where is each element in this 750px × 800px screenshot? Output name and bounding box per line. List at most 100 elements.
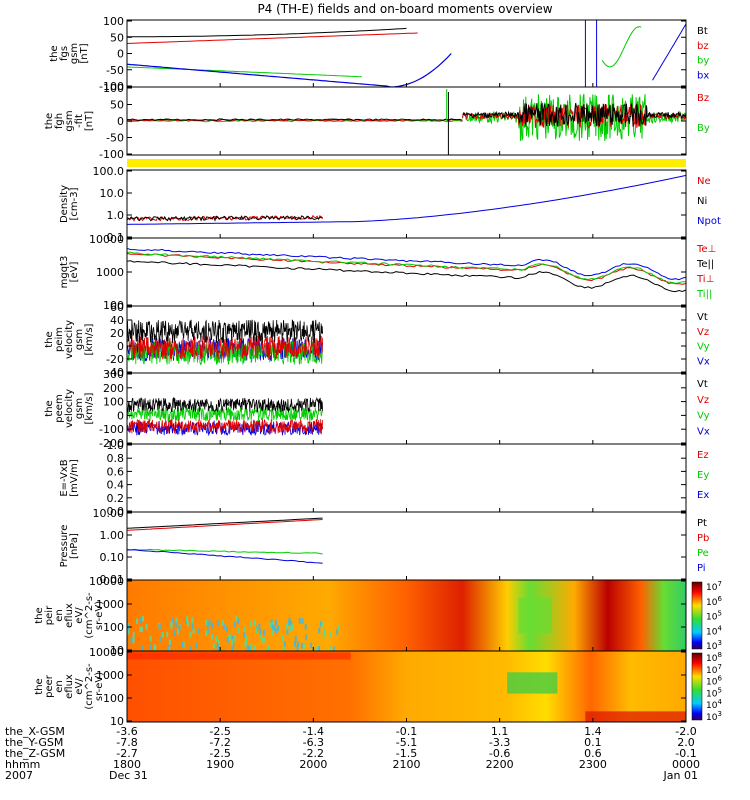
y-axis-label: peir bbox=[44, 605, 55, 625]
y-tick-label: -20 bbox=[106, 353, 124, 366]
y-axis-label: en bbox=[54, 609, 65, 622]
x-tick-label: -2.5 bbox=[209, 725, 230, 738]
legend-entry: Ni bbox=[697, 196, 707, 207]
series-black bbox=[127, 396, 323, 413]
x-tick-label: -2.7 bbox=[116, 747, 137, 760]
legend-entry: Vx bbox=[697, 426, 710, 437]
panel-data bbox=[127, 580, 686, 651]
x-tick-label: -7.8 bbox=[116, 736, 137, 749]
y-axis-label: [nT] bbox=[84, 111, 95, 131]
y-tick-label: 0.8 bbox=[107, 452, 125, 465]
series-red bbox=[127, 252, 686, 285]
x-tick-label: -7.2 bbox=[209, 736, 230, 749]
legend-entry: Ne bbox=[697, 176, 711, 187]
y-tick-label: 10.0 bbox=[100, 187, 125, 200]
legend-entry: Npot bbox=[697, 216, 721, 227]
legend-entry: Vt bbox=[697, 379, 708, 390]
x-tick-label: -3.3 bbox=[489, 736, 510, 749]
series-pb bbox=[127, 519, 323, 531]
x-tick-label: 2300 bbox=[579, 758, 607, 771]
x-tick-label: -0.6 bbox=[489, 747, 510, 760]
legend-entry: Vy bbox=[697, 411, 710, 422]
series-by bbox=[601, 26, 642, 68]
y-tick-label: -100 bbox=[99, 80, 124, 93]
x-tick-label: -0.1 bbox=[396, 725, 417, 738]
y-axis-label: the bbox=[49, 45, 60, 61]
legend-entry: Te⊥ bbox=[696, 244, 716, 255]
series-npot bbox=[127, 174, 686, 225]
panel-data bbox=[127, 89, 686, 155]
y-tick-label: 0.4 bbox=[107, 479, 125, 492]
y-tick-label: 100 bbox=[103, 15, 124, 28]
panel-temp: 10000 1000 100 mgqt3 [eV] Te⊥ Te|| Ti⊥ Ti|| bbox=[59, 233, 716, 312]
panel-peer: 10000 1000 100 10 the peer en eflux eV/(cm^2-s-s… bbox=[34, 646, 687, 728]
y-tick-label: 100.0 bbox=[93, 165, 125, 178]
x-axis-row-label: the_Y-GSM bbox=[5, 736, 63, 749]
legend-entry: Pi bbox=[697, 563, 706, 574]
colorbar-tick-label: 103 bbox=[706, 710, 722, 723]
x-date-label: Dec 31 bbox=[109, 769, 148, 782]
series-bx bbox=[652, 23, 686, 81]
series-green bbox=[127, 406, 323, 423]
y-axis-label: gsm bbox=[74, 398, 85, 419]
x-tick-label: 2100 bbox=[393, 758, 421, 771]
y-tick-label: 100 bbox=[103, 692, 124, 705]
y-axis-label: [cm-3] bbox=[69, 187, 80, 220]
y-tick-label: 0.0 bbox=[107, 505, 125, 518]
legend-entry: bx bbox=[697, 70, 709, 81]
legend-entry: Bt bbox=[697, 26, 708, 37]
y-axis-label: en bbox=[54, 680, 65, 693]
x-tick-label: 2200 bbox=[486, 758, 514, 771]
series-bx bbox=[127, 53, 452, 87]
y-tick-label: 1000 bbox=[96, 669, 124, 682]
x-tick-label: 0000 bbox=[672, 758, 700, 771]
panel-data bbox=[127, 651, 686, 722]
x-date-label: Jan 01 bbox=[663, 769, 698, 782]
series-pi bbox=[127, 549, 323, 564]
panel-data bbox=[127, 248, 686, 293]
y-axis-label: mgqt3 bbox=[59, 256, 70, 289]
y-axis-label: [eV] bbox=[69, 262, 80, 283]
x-tick-label: -1.5 bbox=[396, 747, 417, 760]
legend-entry: Pt bbox=[697, 518, 707, 529]
x-tick-label: -2.5 bbox=[209, 747, 230, 760]
panel-data bbox=[127, 319, 323, 366]
series-blue bbox=[127, 248, 686, 281]
y-axis-label: [nPa] bbox=[69, 533, 80, 559]
legend-entry: Te|| bbox=[696, 259, 714, 270]
panel-efield: 1.00.80.60.40.20.0 E=-VxB [mV/m] Ez Ey Ex bbox=[59, 439, 709, 518]
x-tick-label: 2000 bbox=[299, 758, 327, 771]
y-axis-label: gsm bbox=[69, 43, 80, 64]
legend-entry: Vy bbox=[697, 342, 710, 353]
x-tick-label: 2.0 bbox=[677, 736, 695, 749]
y-tick-label: 10000 bbox=[89, 575, 124, 588]
y-tick-label: -50 bbox=[106, 64, 124, 77]
series-red bbox=[127, 418, 323, 434]
y-axis-label: fgs bbox=[59, 46, 70, 61]
y-axis-label: -fit bbox=[74, 114, 85, 128]
y-tick-label: 10.00 bbox=[93, 507, 125, 520]
y-axis-label: peer bbox=[44, 674, 55, 698]
series-n bbox=[127, 215, 323, 222]
y-axis-label: [km/s] bbox=[84, 392, 95, 424]
y-axis-label: eV/ bbox=[74, 678, 85, 695]
series-bt bbox=[127, 27, 407, 38]
y-axis-label: peim bbox=[54, 327, 65, 352]
legend-entry: By bbox=[697, 123, 710, 134]
y-tick-label: -50 bbox=[106, 132, 124, 145]
y-tick-label: 0.1 bbox=[107, 231, 125, 244]
y-axis-label: the bbox=[44, 113, 55, 129]
y-tick-label: 0.10 bbox=[100, 551, 125, 564]
x-tick-label: -2.0 bbox=[675, 725, 696, 738]
series-bz bbox=[127, 32, 418, 44]
panel-frame bbox=[126, 372, 687, 445]
series-black bbox=[462, 102, 686, 128]
legend-entry: Vz bbox=[697, 395, 709, 406]
y-tick-label: -100 bbox=[99, 423, 124, 436]
panel-pressure: 10.00 1.00 0.10 0.01 Pressure [nPa] Pt Pb Pe Pi bbox=[59, 507, 709, 586]
x-tick-label: -5.1 bbox=[396, 736, 417, 749]
colorbar-tick-label: 106 bbox=[706, 595, 722, 608]
y-tick-label: 100 bbox=[103, 82, 124, 95]
y-axis-label: peem bbox=[54, 394, 65, 422]
